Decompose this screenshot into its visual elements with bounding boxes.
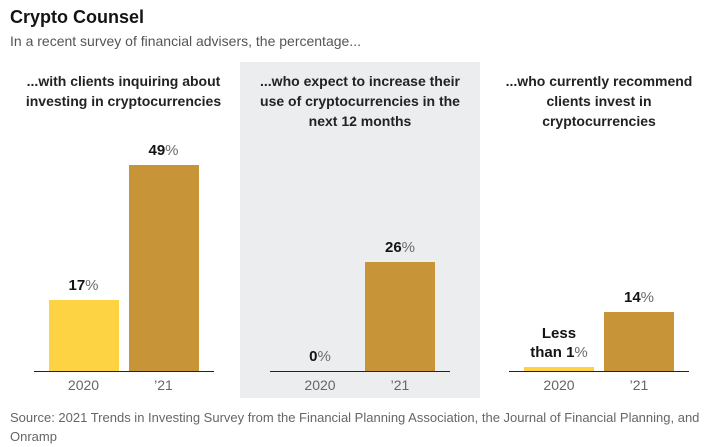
panel-title: ...who expect to increase their use of c… — [260, 73, 460, 129]
bar-plot: Less than 1% 14% — [509, 132, 689, 372]
value-label-2020: Less than 1% — [530, 325, 588, 361]
bar-2020 — [48, 300, 119, 371]
bar-slot-2020: 0% — [285, 132, 355, 371]
chart-title: Crypto Counsel — [10, 7, 145, 27]
bar-2021 — [128, 165, 199, 371]
panel-title: ...who currently recommend clients inves… — [505, 73, 693, 129]
chart-masthead: Crypto Counsel In a recent survey of fin… — [0, 0, 723, 49]
bar-2020 — [524, 367, 594, 371]
x-axis: 2020 ’21 — [34, 372, 214, 398]
bar-slot-2021: 26% — [365, 132, 435, 371]
x-axis: 2020 ’21 — [509, 372, 689, 398]
x-axis: 2020 ’21 — [270, 372, 450, 398]
value-label-2020: 0% — [309, 348, 331, 365]
value-label-2021: 49% — [148, 142, 179, 159]
bar-2021 — [365, 262, 435, 371]
x-tick-2021: ’21 — [154, 377, 173, 393]
x-tick-2020: 2020 — [304, 377, 336, 393]
x-tick-2021: ’21 — [629, 377, 649, 393]
chart-subtitle: In a recent survey of financial advisers… — [10, 33, 361, 49]
bar-2021 — [604, 312, 674, 371]
value-label-2020: 17% — [68, 277, 99, 294]
x-tick-2021: ’21 — [390, 377, 410, 393]
bar-plot: 17% 49% — [33, 132, 214, 372]
value-label-2021: 26% — [384, 239, 416, 256]
panel-title: ...with clients inquiring about investin… — [25, 73, 222, 109]
chart-panel-increase-use: ...who expect to increase their use of c… — [240, 62, 480, 398]
charts-row: ...with clients inquiring about investin… — [10, 62, 715, 398]
chart-panel-currently-recommend: ...who currently recommend clients inves… — [483, 62, 715, 398]
bar-slot-2021: 49% — [128, 132, 199, 371]
source-note: Source: 2021 Trends in Investing Survey … — [10, 410, 700, 444]
value-label-2021: 14% — [623, 289, 655, 306]
x-tick-2020: 2020 — [543, 377, 575, 393]
x-tick-2020: 2020 — [67, 377, 100, 393]
chart-panel-clients-inquiring: ...with clients inquiring about investin… — [10, 62, 237, 398]
bar-slot-2021: 14% — [604, 132, 674, 371]
bar-plot: 0% 26% — [270, 132, 450, 372]
bar-slot-2020: 17% — [48, 132, 119, 371]
bar-slot-2020: Less than 1% — [524, 132, 594, 371]
